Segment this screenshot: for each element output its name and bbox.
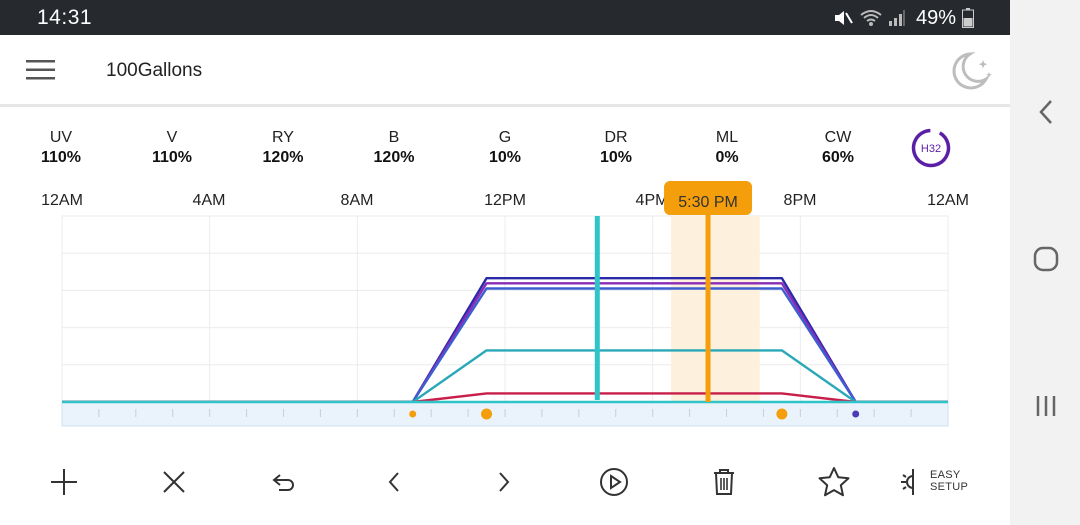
previous-button[interactable] [372,460,416,504]
time-tick: 4AM [192,192,226,209]
time-tick: 12AM [927,192,969,209]
channel-dr[interactable]: DR 10% [576,128,656,167]
play-button[interactable] [592,460,636,504]
hamburger-menu-icon[interactable] [26,59,56,81]
easy-setup-line1: EASY [930,469,961,481]
channel-name: ML [715,129,739,146]
app-bar: 100Gallons [0,35,1010,107]
channel-name: DR [604,129,628,146]
cursor-tab[interactable] [664,181,753,215]
cursor-label: 5:30 PM [678,194,738,211]
favorite-button[interactable] [812,460,856,504]
undo-icon [272,474,294,491]
channel-b[interactable]: B 120% [354,128,434,167]
cursor-window [671,216,760,402]
time-tick: 4PM [635,192,669,209]
bottom-toolbar: EASY SETUP [0,460,1010,504]
status-bar: 14:31 49% [0,0,1010,35]
system-nav-bar [1010,0,1080,525]
channel-value: 0% [715,149,739,166]
add-button[interactable] [42,460,86,504]
easy-setup-line2: SETUP [930,481,969,493]
back-button[interactable] [1030,96,1062,128]
channel-name: CW [824,129,852,146]
channel-value: 10% [599,149,633,166]
star-icon [818,467,850,497]
time-axis: 12AM 4AM 8AM 12PM 4PM 8PM 12AM [0,192,1010,212]
channel-ry[interactable]: RY 120% [243,128,323,167]
wifi-icon [860,10,882,26]
channel-value: 110% [151,149,193,166]
home-button[interactable] [1030,243,1062,275]
battery-percent: 49% [915,6,956,29]
channel-cw[interactable]: CW 60% [798,128,878,167]
timeline-markers [409,408,860,420]
timeline-marker [481,408,493,420]
recents-icon [1036,396,1056,416]
easy-setup-label[interactable]: EASY SETUP [930,469,968,493]
app-title: 100Gallons [106,60,203,81]
battery-icon [962,8,974,28]
delete-point-button[interactable] [152,460,196,504]
channel-v[interactable]: V 110% [132,128,212,167]
timeline-marker [776,408,788,420]
time-tick: 12AM [41,192,83,209]
moon-stars-icon[interactable] [948,51,994,91]
device-badge-label: H32 [921,143,941,155]
time-tick: 8PM [783,192,817,209]
channel-value: 10% [488,149,522,166]
time-tick: 8AM [340,192,374,209]
chevron-left-icon [388,472,399,492]
time-tick: 12PM [484,192,526,209]
channel-name: UV [49,129,73,146]
channel-name: G [498,129,512,146]
channel-name: B [388,129,400,146]
trash-icon [714,469,734,495]
home-icon [1033,246,1059,272]
status-icons: 49% [832,5,974,31]
signal-icon [888,10,905,26]
undo-button[interactable] [262,460,306,504]
channel-name: V [166,129,178,146]
easy-setup-button[interactable] [888,460,932,504]
trash-button[interactable] [702,460,746,504]
channel-levels: UV 110% V 110% RY 120% B 120% G 10% DR 1… [0,128,1010,172]
timeline-marker [852,410,860,418]
mute-icon [834,11,853,25]
channel-value: 120% [373,149,415,166]
chart-grid [61,215,949,403]
channel-value: 120% [262,149,304,166]
channel-g[interactable]: G 10% [465,128,545,167]
schedule-chart[interactable]: 5:30 PM [0,180,1010,430]
close-icon [163,471,185,493]
easy-setup-icon [901,469,914,495]
next-button[interactable] [482,460,526,504]
channel-value: 110% [40,149,82,166]
chevron-right-icon [499,472,510,492]
channel-value: 60% [821,149,855,166]
add-icon [51,469,77,495]
channel-uv[interactable]: UV 110% [21,128,101,167]
timeline-marker [409,410,417,418]
timeline-ticks [62,400,948,417]
status-time: 14:31 [37,6,93,29]
channel-name: RY [272,129,294,146]
channel-ml[interactable]: ML 0% [687,128,767,167]
back-icon [1039,100,1052,124]
recents-button[interactable] [1030,390,1062,422]
play-icon [600,468,628,496]
device-badge[interactable]: H32 [910,127,952,169]
